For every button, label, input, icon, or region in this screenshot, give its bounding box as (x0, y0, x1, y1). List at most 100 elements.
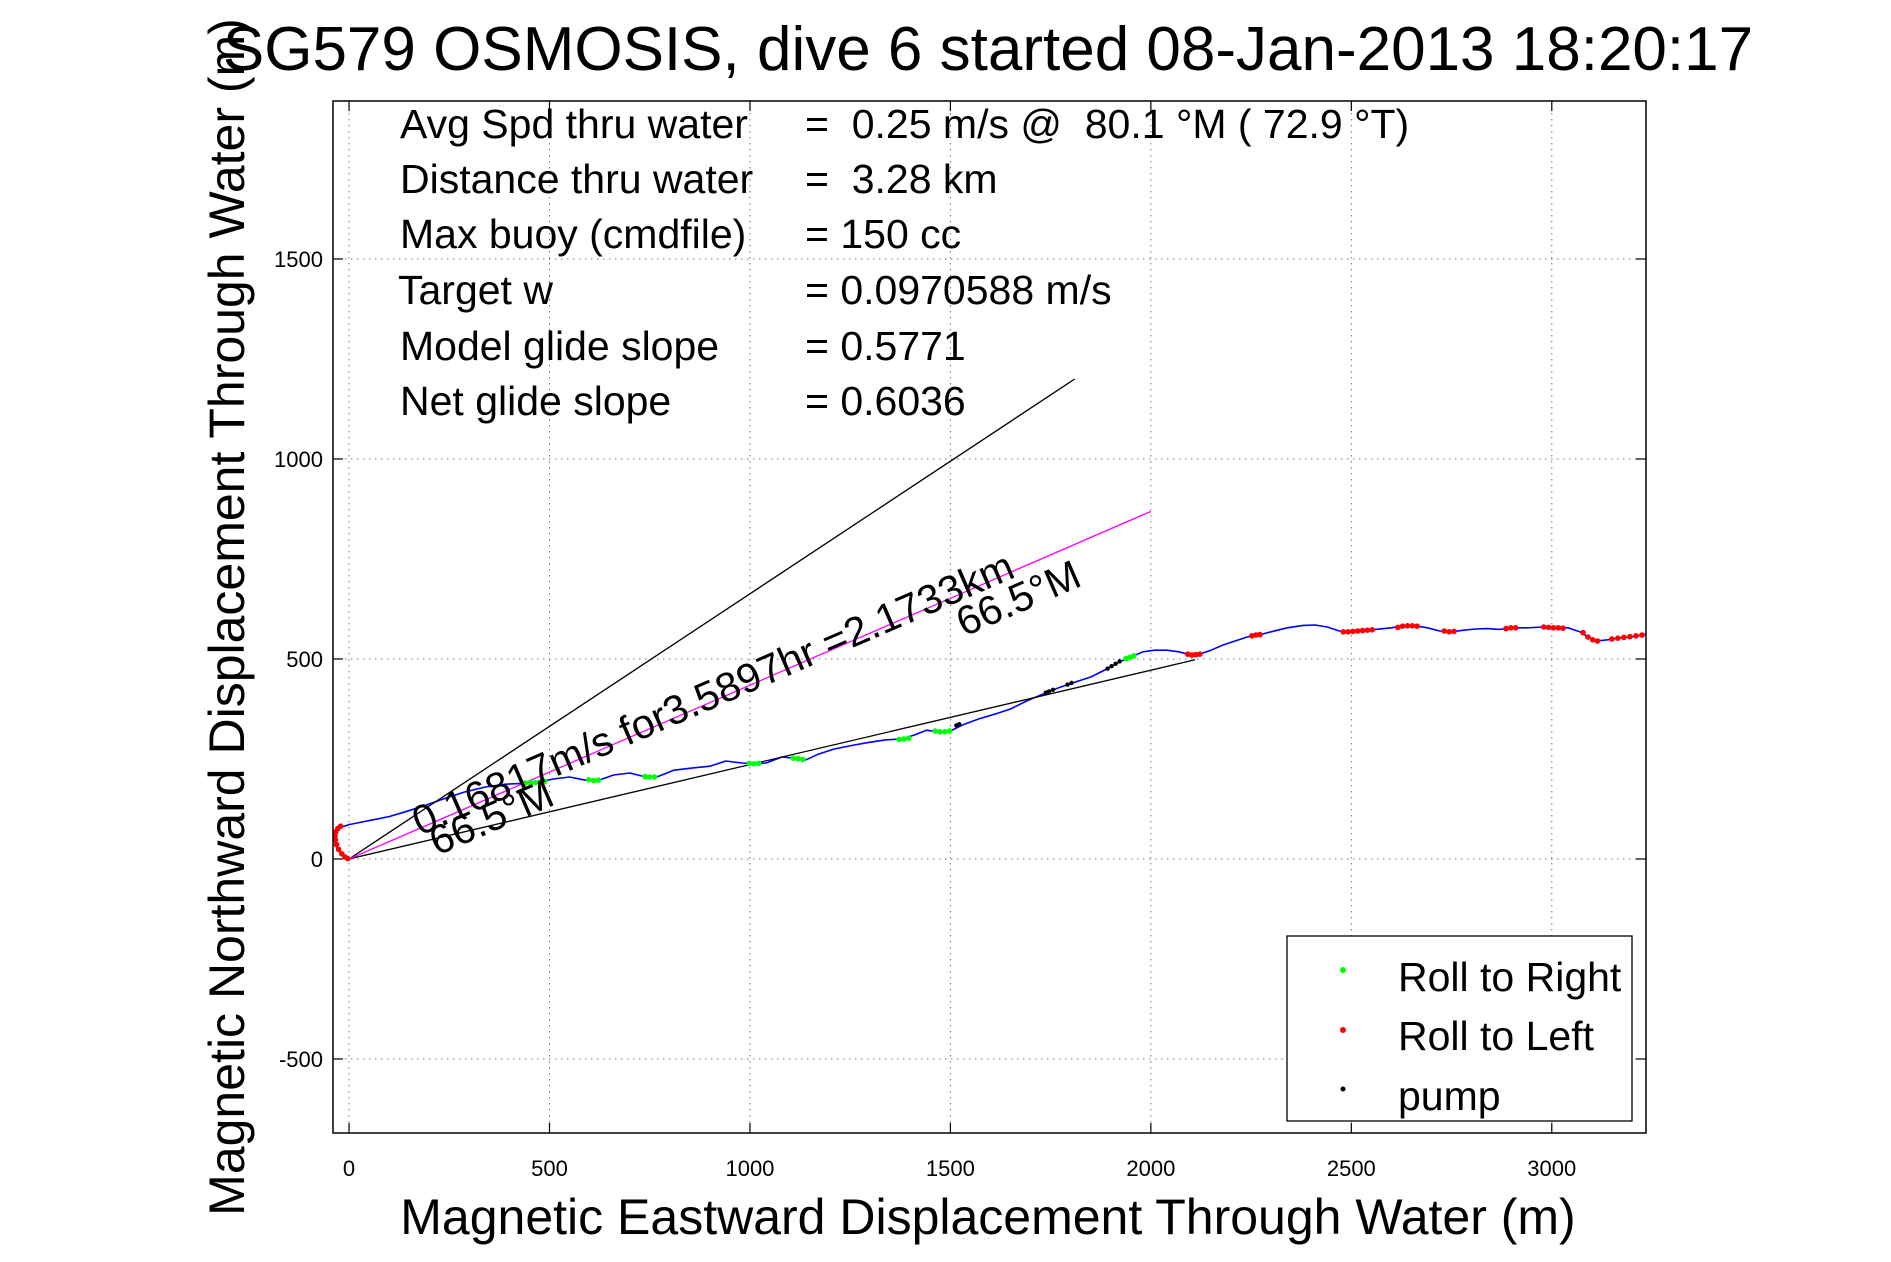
roll-to-left-point (1560, 625, 1566, 631)
roll-to-left-point (1545, 624, 1552, 631)
roll-to-right-point (901, 736, 907, 742)
chart-title: SG579 OSMOSIS, dive 6 started 08-Jan-201… (223, 15, 1753, 84)
stat-value: = 0.25 m/s @ 80.1 °M ( 72.9 °T) (805, 101, 1409, 147)
roll-to-right-point (651, 774, 658, 780)
roll-to-right-point (896, 736, 902, 743)
x-tick-label: 0 (343, 1156, 355, 1181)
y-tick-label: -500 (279, 1047, 323, 1072)
roll-to-left-point (1446, 629, 1452, 635)
roll-to-left-point (1621, 634, 1627, 641)
roll-to-right-point (586, 777, 592, 783)
y-tick-label: 0 (311, 847, 323, 872)
roll-to-right-point (537, 779, 543, 785)
stat-label: Max buoy (cmdfile) (400, 211, 746, 257)
roll-to-right-point (527, 780, 534, 786)
roll-to-left-point (1555, 625, 1561, 631)
roll-to-left-point (1414, 623, 1420, 629)
plot-frame (332, 100, 1647, 1134)
x-tick-label: 2000 (1126, 1156, 1175, 1181)
x-tick-label: 1500 (926, 1156, 975, 1181)
roll-to-right-point (642, 773, 648, 780)
roll-to-left-point (1340, 629, 1347, 635)
roll-to-left-point (1594, 638, 1601, 644)
roll-to-right-point (795, 755, 801, 762)
roll-to-right-point (746, 760, 752, 767)
roll-to-left-point (339, 851, 345, 857)
roll-to-right-point (541, 778, 548, 785)
x-tick-label: 2500 (1327, 1156, 1376, 1181)
roll-to-right-point (1131, 653, 1137, 659)
stat-label: Target w (398, 267, 553, 313)
roll-to-right-point (590, 777, 597, 784)
stat-value: = 150 cc (805, 211, 961, 257)
stat-label: Distance thru water (400, 156, 753, 202)
roll-to-left-point (1580, 629, 1586, 636)
tick-marks (333, 101, 1646, 1133)
pump-point (1105, 666, 1110, 671)
stat-label: Net glide slope (400, 378, 671, 424)
tick-labels: 0 500 1000 1500 2000 2500 3000 -500 0 500 1000 1500 (274, 247, 1576, 1181)
roll-to-left-point (1409, 623, 1416, 629)
roll-to-left-point (1589, 637, 1596, 643)
reference-line (348, 510, 1152, 860)
stat-value: = 0.5771 (805, 323, 966, 369)
roll-to-left-point (1395, 624, 1401, 631)
roll-to-left-point (1197, 651, 1203, 657)
roll-to-left-point (1615, 635, 1621, 641)
x-axis-label: Magnetic Eastward Displacement Through W… (400, 1189, 1575, 1245)
roll-to-left-point (1257, 631, 1263, 638)
roll-to-right-point (790, 755, 797, 761)
roll-to-left-point (1627, 633, 1633, 640)
roll-to-right-point (946, 728, 953, 734)
pump-point (1113, 661, 1118, 666)
roll-to-left-point (1451, 628, 1457, 635)
pump-point (1046, 689, 1052, 694)
stat-value: = 0.6036 (805, 378, 966, 424)
plot-points (333, 623, 1645, 862)
pump-point (1065, 682, 1070, 687)
legend-label-pump: pump (1398, 1073, 1501, 1119)
y-tick-label: 500 (286, 647, 323, 672)
roll-to-left-point (1350, 628, 1356, 635)
roll-to-right-point (522, 780, 529, 786)
legend-marker-roll-left (1340, 1027, 1346, 1033)
pump-point (957, 722, 962, 727)
grid (333, 101, 1646, 1133)
reference-line (348, 378, 1076, 860)
stat-value: = 0.0970588 m/s (805, 267, 1112, 313)
pump-point (1109, 664, 1114, 669)
legend-label-roll-right: Roll to Right (1398, 954, 1622, 1000)
legend-marker-pump (1340, 1086, 1346, 1092)
roll-to-left-point (333, 841, 340, 848)
roll-to-left-point (1359, 627, 1366, 634)
roll-to-left-point (1441, 628, 1448, 634)
roll-to-left-point (1369, 627, 1375, 633)
roll-to-right-point (800, 756, 806, 763)
pump-point (1069, 680, 1074, 686)
y-tick-label: 1000 (274, 447, 323, 472)
roll-to-right-point (937, 729, 943, 735)
roll-to-left-point (1508, 625, 1514, 631)
roll-to-left-point (1639, 632, 1645, 638)
y-axis-label: Magnetic Northward Displacement Through … (199, 18, 255, 1216)
stat-label: Avg Spd thru water (400, 101, 748, 147)
roll-to-right-point (942, 729, 948, 735)
roll-to-left-point (1404, 623, 1411, 629)
roll-to-left-point (335, 846, 342, 853)
legend-label-roll-left: Roll to Left (1398, 1013, 1595, 1059)
roll-to-left-point (1550, 625, 1557, 631)
x-tick-label: 500 (531, 1156, 568, 1181)
roll-to-right-point (532, 779, 538, 786)
roll-to-left-point (1585, 634, 1591, 640)
pump-point (1117, 659, 1122, 664)
stat-value: = 3.28 km (805, 156, 998, 202)
stat-label: Model glide slope (400, 323, 719, 369)
x-tick-label: 3000 (1527, 1156, 1576, 1181)
stats-block: Avg Spd thru water = 0.25 m/s @ 80.1 °M … (398, 101, 1409, 424)
roll-to-right-point (646, 774, 653, 780)
reference-line (348, 659, 1196, 860)
roll-to-left-point (1399, 623, 1406, 629)
roll-to-left-point (1364, 627, 1371, 633)
x-tick-label: 1000 (725, 1156, 774, 1181)
